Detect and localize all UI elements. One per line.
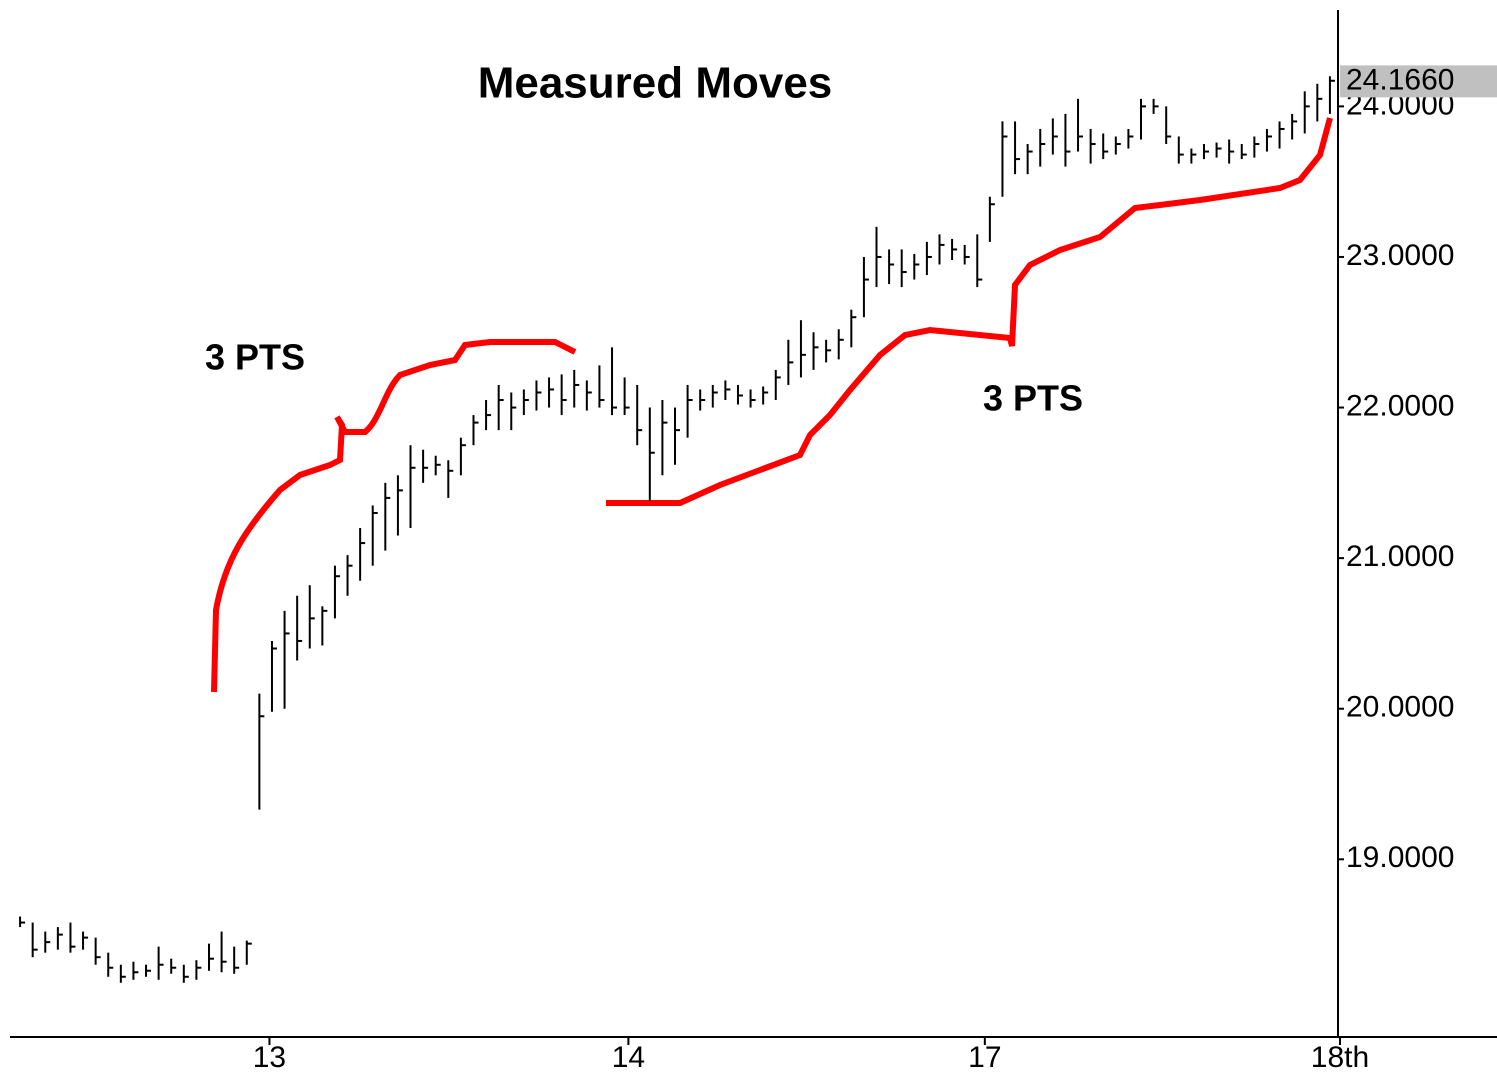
x-tick-label: 13	[253, 1041, 286, 1074]
y-tick-label: 22.0000	[1346, 389, 1454, 422]
y-tick-label: 23.0000	[1346, 239, 1454, 272]
annotation: 3 PTS	[205, 337, 305, 378]
y-tick-label: 21.0000	[1346, 540, 1454, 573]
y-tick-label: 20.0000	[1346, 691, 1454, 724]
chart-title: Measured Moves	[478, 59, 833, 108]
measured-move-curve	[606, 117, 1333, 506]
last-price-box	[1340, 65, 1497, 98]
y-tick-label: 19.0000	[1346, 841, 1454, 874]
x-tick-label: 17	[968, 1041, 1001, 1074]
annotation: 3 PTS	[983, 378, 1083, 419]
x-tick-label: 14	[612, 1041, 645, 1074]
measured-move-curve	[211, 339, 577, 693]
last-price-label: 24.1660	[1346, 63, 1454, 96]
x-tick-label: 18th	[1311, 1041, 1369, 1074]
